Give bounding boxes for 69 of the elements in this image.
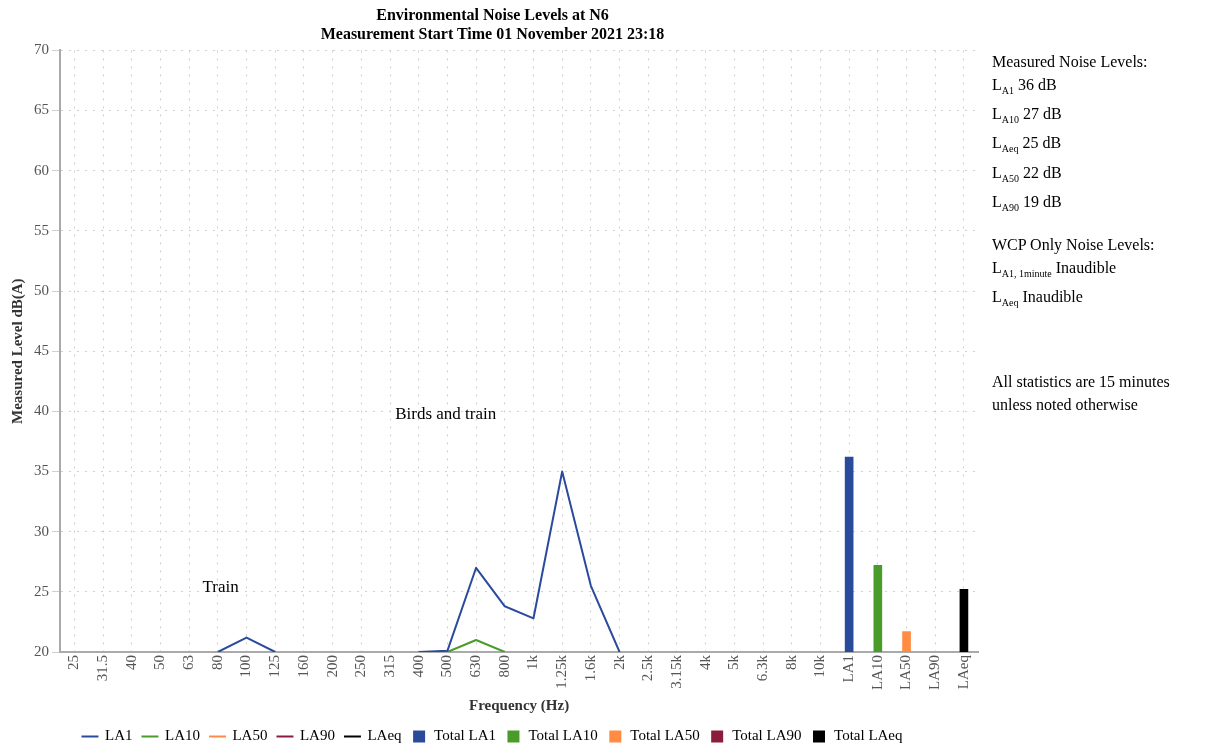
text: L$_{A1}$ 36 dB bbox=[992, 75, 1058, 99]
x-tick-label: 40 bbox=[122, 655, 139, 670]
x-tick-label: 4k bbox=[696, 654, 713, 670]
legend-label: LA50 bbox=[232, 727, 268, 744]
x-tick-label: 630 bbox=[467, 655, 484, 678]
y-tick-label: 20 bbox=[34, 642, 49, 659]
x-tick-label: 8k bbox=[782, 654, 799, 670]
x-tick-label: 125 bbox=[266, 655, 283, 678]
y-tick-label: 40 bbox=[34, 402, 49, 419]
legend-label: Total LA90 bbox=[732, 727, 802, 744]
x-axis-title: Frequency (Hz) bbox=[469, 696, 570, 714]
y-tick-label: 30 bbox=[34, 522, 49, 539]
x-tick-label: 2k bbox=[610, 654, 627, 670]
y-tick-label: 25 bbox=[34, 582, 49, 599]
x-tick-label: 2.5k bbox=[639, 654, 656, 682]
legend-label: Total LAeq bbox=[834, 727, 904, 744]
legend-label: LA1 bbox=[104, 727, 133, 744]
legend-label: Total LA10 bbox=[528, 727, 598, 744]
x-tick-label: 50 bbox=[151, 655, 168, 670]
x-tick-label: 25 bbox=[65, 655, 82, 670]
y-tick-label: 50 bbox=[34, 281, 49, 298]
x-tick-label: 63 bbox=[180, 655, 197, 670]
text: Measured Noise Levels: bbox=[992, 52, 1149, 72]
text: L$_{A50}$ 22 dB bbox=[992, 162, 1063, 186]
y-tick-label: 60 bbox=[34, 161, 49, 178]
x-tick-label: LA1 bbox=[840, 655, 857, 683]
y-tick-label: 65 bbox=[34, 101, 49, 118]
x-tick-label: 5k bbox=[725, 654, 742, 670]
text: L$_{A1, 1minute}$ Inaudible bbox=[992, 257, 1118, 282]
x-tick-label: 160 bbox=[294, 655, 311, 678]
chart-subtitle: Measurement Start Time 01 November 2021 23:18 bbox=[320, 24, 665, 42]
x-tick-label: LA10 bbox=[868, 655, 885, 690]
x-tick-label: 100 bbox=[237, 655, 254, 678]
x-tick-label: 800 bbox=[495, 655, 512, 678]
legend-label: Total LA50 bbox=[630, 727, 700, 744]
x-tick-label: LA50 bbox=[897, 655, 914, 690]
text: L$_{Aeq}$ 25 dB bbox=[992, 133, 1063, 157]
text: L$_{Aeq}$ Inaudible bbox=[992, 287, 1084, 311]
text: L$_{A10}$ 27 dB bbox=[992, 104, 1063, 128]
x-tick-label: 400 bbox=[409, 655, 426, 678]
x-tick-label: 6.3k bbox=[753, 654, 770, 682]
x-tick-label: 1k bbox=[524, 654, 541, 670]
annotation: Train bbox=[202, 577, 240, 597]
chart-title: Environmental Noise Levels at N6 bbox=[376, 5, 609, 23]
x-tick-label: 500 bbox=[438, 655, 455, 678]
y-axis-title: Measured Level dB(A) bbox=[8, 278, 26, 424]
x-tick-label: 200 bbox=[323, 655, 340, 678]
text: All statistics are 15 minutes unless noted otherwise bbox=[992, 372, 1171, 416]
text: WCP Only Noise Levels: bbox=[992, 234, 1156, 256]
legend-label: LA10 bbox=[164, 727, 200, 744]
x-tick-label: 31.5 bbox=[93, 655, 110, 682]
x-tick-label: 3.15k bbox=[667, 654, 684, 689]
x-tick-label: 250 bbox=[352, 655, 369, 678]
y-tick-label: 55 bbox=[34, 221, 49, 238]
x-tick-label: 10k bbox=[811, 654, 828, 678]
x-tick-label: 1.25k bbox=[553, 654, 570, 689]
x-tick-label: 80 bbox=[208, 655, 225, 670]
legend-label: Total LA1 bbox=[434, 727, 496, 744]
x-tick-label: 1.6k bbox=[581, 654, 598, 682]
annotation: Birds and train bbox=[395, 404, 497, 424]
text: L$_{A90}$ 19 dB bbox=[992, 191, 1063, 215]
x-tick-label: 315 bbox=[380, 655, 397, 678]
y-tick-label: 45 bbox=[34, 342, 49, 359]
legend-label: LAeq bbox=[367, 727, 403, 744]
x-tick-label: LA90 bbox=[926, 655, 943, 690]
x-tick-label: LAeq bbox=[954, 654, 971, 690]
y-tick-label: 70 bbox=[34, 41, 49, 58]
y-tick-label: 35 bbox=[34, 462, 49, 479]
legend-label: LA90 bbox=[299, 727, 335, 744]
